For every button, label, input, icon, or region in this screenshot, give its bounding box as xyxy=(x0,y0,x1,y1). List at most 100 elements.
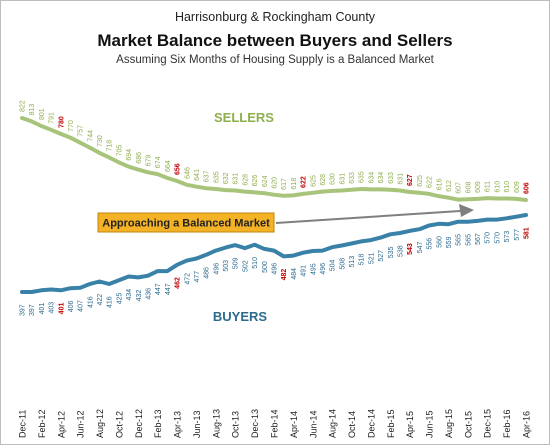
buyers-data-label: 482 xyxy=(281,269,288,281)
x-axis-tick-label: Feb-12 xyxy=(37,409,47,438)
sellers-data-label: 757 xyxy=(78,125,85,137)
x-axis-tick-label: Dec-13 xyxy=(250,409,260,438)
x-axis-tick-label: Aug-12 xyxy=(95,409,105,438)
sellers-data-label: 718 xyxy=(107,140,114,152)
sellers-data-label: 607 xyxy=(456,182,463,194)
buyers-data-label: 570 xyxy=(485,232,492,244)
buyers-data-label: 567 xyxy=(475,233,482,245)
sellers-data-label: 635 xyxy=(213,171,220,183)
buyers-series-label: BUYERS xyxy=(213,309,268,324)
buyers-data-label: 535 xyxy=(388,246,395,258)
buyers-data-label: 538 xyxy=(398,245,405,257)
buyers-data-label: 462 xyxy=(175,277,182,289)
x-axis-tick-label: Jun-13 xyxy=(192,410,202,438)
x-axis-tick-label: Apr-13 xyxy=(173,411,183,438)
x-axis-tick-label: Dec-11 xyxy=(18,410,28,438)
buyers-data-label: 513 xyxy=(349,256,356,268)
x-axis-tick-label: Feb-14 xyxy=(270,409,280,438)
sellers-data-label: 612 xyxy=(446,180,453,192)
buyers-data-label: 486 xyxy=(204,267,211,279)
buyers-data-label: 434 xyxy=(126,289,133,301)
chart-supertitle: Harrisonburg & Rockingham County xyxy=(174,10,376,24)
sellers-data-label: 822 xyxy=(20,100,27,112)
sellers-data-label: 617 xyxy=(281,178,288,190)
buyers-data-label: 491 xyxy=(301,265,308,277)
buyers-data-label: 397 xyxy=(20,304,27,316)
buyers-data-label: 560 xyxy=(436,236,443,248)
x-axis-tick-label: Apr-15 xyxy=(405,411,415,438)
annotation-arrow-line xyxy=(275,210,461,224)
x-axis-tick-label: Aug-13 xyxy=(211,409,221,438)
buyers-data-label: 496 xyxy=(213,263,220,275)
x-axis-tick-label: Oct-12 xyxy=(114,411,124,438)
x-axis-tick-label: Oct-14 xyxy=(347,411,357,438)
sellers-data-label: 626 xyxy=(252,175,259,187)
buyers-data-label: 496 xyxy=(320,263,327,275)
sellers-data-label: 611 xyxy=(485,181,492,192)
sellers-data-label: 744 xyxy=(87,130,94,142)
buyers-data-label: 527 xyxy=(378,250,385,262)
annotation-text: Approaching a Balanced Market xyxy=(102,218,270,230)
buyers-data-label: 416 xyxy=(87,296,94,308)
sellers-data-label: 622 xyxy=(427,176,434,188)
buyers-data-label: 422 xyxy=(97,294,104,306)
sellers-data-label: 631 xyxy=(398,173,405,185)
sellers-data-label: 608 xyxy=(465,181,472,193)
buyers-data-label: 407 xyxy=(78,300,85,312)
x-axis-tick-label: Aug-14 xyxy=(328,409,338,438)
buyers-data-label: 436 xyxy=(146,288,153,300)
x-axis-tick-label: Aug-15 xyxy=(444,409,454,438)
buyers-data-label: 502 xyxy=(242,260,249,272)
sellers-data-label: 624 xyxy=(262,175,269,187)
sellers-data-label: 791 xyxy=(49,112,56,124)
buyers-data-label: 477 xyxy=(194,271,201,283)
x-axis-tick-label: Dec-12 xyxy=(134,409,144,438)
sellers-data-label: 609 xyxy=(475,181,482,193)
buyers-data-label: 416 xyxy=(107,296,114,308)
sellers-data-label: 606 xyxy=(524,182,531,194)
sellers-data-label: 705 xyxy=(116,145,123,157)
sellers-data-label: 631 xyxy=(233,173,240,185)
buyers-data-label: 472 xyxy=(184,273,191,285)
buyers-data-label: 447 xyxy=(155,283,162,295)
sellers-data-label: 609 xyxy=(514,181,521,193)
sellers-data-label: 633 xyxy=(349,172,356,184)
sellers-data-label: 618 xyxy=(291,178,298,190)
buyers-data-label: 509 xyxy=(233,257,240,269)
sellers-data-label: 628 xyxy=(320,174,327,186)
buyers-data-label: 565 xyxy=(465,234,472,246)
sellers-data-label: 646 xyxy=(184,167,191,179)
x-axis-tick-label: Apr-14 xyxy=(289,411,299,438)
sellers-data-label: 664 xyxy=(165,160,172,172)
x-axis-tick-label: Oct-13 xyxy=(231,411,241,438)
sellers-data-label: 616 xyxy=(436,178,443,190)
buyers-data-label: 556 xyxy=(427,238,434,250)
x-axis-tick-label: Feb-16 xyxy=(502,409,512,438)
buyers-data-label: 504 xyxy=(330,259,337,271)
buyers-data-label: 547 xyxy=(417,241,424,253)
buyers-data-label: 425 xyxy=(116,292,123,304)
x-axis-tick-label: Apr-16 xyxy=(522,411,532,438)
sellers-data-label: 813 xyxy=(29,104,36,116)
annotation-box xyxy=(97,212,275,233)
sellers-line xyxy=(20,116,528,202)
sellers-data-label: 633 xyxy=(388,172,395,184)
sellers-data-label: 620 xyxy=(272,177,279,189)
buyers-data-label: 559 xyxy=(446,236,453,248)
sellers-data-label: 610 xyxy=(504,181,511,193)
buyers-data-label: 573 xyxy=(504,231,511,243)
buyers-data-label: 565 xyxy=(456,234,463,246)
x-axis-tick-label: Jun-15 xyxy=(425,410,435,438)
x-axis-tick-label: Feb-13 xyxy=(153,409,163,438)
buyers-data-label: 447 xyxy=(165,283,172,295)
sellers-data-label: 686 xyxy=(136,152,143,164)
buyers-data-label: 570 xyxy=(494,232,501,244)
buyers-data-label: 521 xyxy=(368,252,375,264)
buyers-line xyxy=(20,213,528,294)
sellers-data-label: 634 xyxy=(378,172,385,184)
annotation-arrowhead xyxy=(459,204,474,217)
buyers-data-label: 397 xyxy=(29,304,36,316)
sellers-data-label: 780 xyxy=(58,116,65,128)
sellers-data-label: 801 xyxy=(39,108,46,120)
